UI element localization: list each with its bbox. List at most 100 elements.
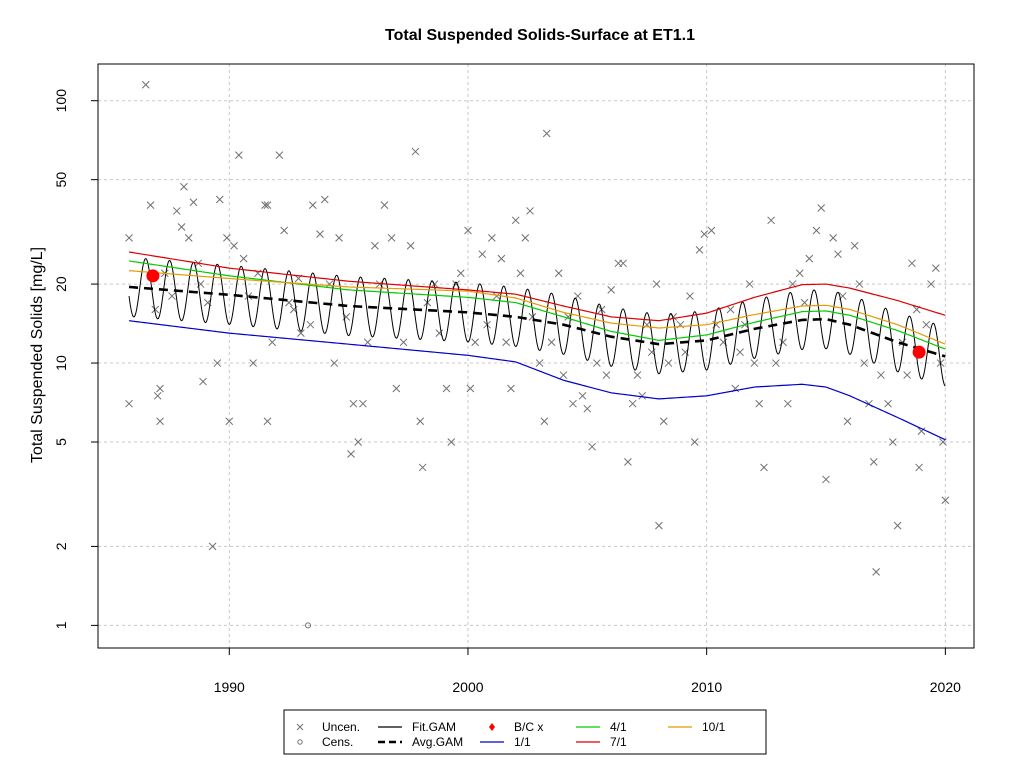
y-axis-label: Total Suspended Solids [mg/L] (29, 247, 46, 463)
plot-frame (97, 63, 975, 649)
uncensored-point-stroke (655, 521, 663, 530)
uncensored-point (399, 338, 408, 347)
uncensored-point-stroke (927, 280, 935, 288)
uncensored-point-stroke (330, 359, 339, 367)
uncensored-point (686, 292, 694, 300)
uncensored-point-stroke (349, 399, 358, 408)
uncensored-point-stroke (177, 223, 186, 231)
uncensored-point (234, 151, 243, 160)
bc-point (146, 269, 160, 283)
uncensored-point (151, 305, 160, 314)
legend-label: 7/1 (610, 735, 627, 749)
uncensored-point-stroke (941, 496, 950, 505)
uncensored-point (244, 292, 253, 300)
uncensored-point (745, 280, 754, 288)
uncensored-point-stroke (239, 254, 248, 263)
legend-item-4-1: 4/1 (576, 720, 627, 734)
uncensored-point-stroke (335, 234, 343, 242)
uncensored-point-stroke (306, 320, 315, 329)
uncensored-point (767, 216, 775, 225)
uncensored-point (215, 195, 224, 204)
legend-label: 1/1 (514, 735, 531, 749)
legend-label: 4/1 (610, 720, 627, 734)
uncensored-point-stroke (817, 204, 826, 212)
uncensored-point-stroke (316, 230, 324, 238)
bc-point (912, 345, 926, 359)
uncensored-point-stroke (559, 371, 568, 379)
uncensored-point (760, 463, 768, 472)
uncensored-point (359, 399, 367, 408)
season-curve-1-1 (128, 320, 946, 441)
legend-item-1-1: 1/1 (480, 735, 531, 749)
plot-area (125, 80, 950, 629)
y-tick-label: 10 (53, 355, 69, 371)
uncensored-point-stroke (435, 329, 444, 338)
uncensored-point (726, 305, 735, 314)
uncensored-point (884, 399, 892, 408)
uncensored-point (554, 269, 563, 278)
uncensored-point-stroke (607, 286, 616, 294)
uncensored-point-stroke (829, 234, 838, 242)
uncensored-point (442, 384, 451, 393)
uncensored-point (812, 226, 821, 235)
uncensored-point (893, 521, 902, 530)
uncensored-point (783, 399, 792, 408)
uncensored-point (308, 201, 317, 209)
uncensored-point-stroke (659, 417, 668, 426)
uncensored-point-stroke (805, 254, 814, 263)
uncensored-point (263, 201, 272, 209)
uncensored-point-stroke (686, 292, 694, 300)
uncensored-point (363, 338, 372, 347)
uncensored-point-stroke (760, 463, 768, 472)
uncensored-point-stroke (215, 195, 224, 204)
uncensored-point (497, 254, 506, 263)
uncensored-point (542, 129, 551, 138)
uncensored-point-stroke (347, 450, 355, 458)
censored-point (305, 622, 312, 629)
legend-item-uncen-: Uncen. (296, 720, 360, 734)
uncensored-point (507, 384, 515, 393)
grid (98, 64, 974, 648)
uncensored-point-stroke (893, 521, 902, 530)
uncensored-point-stroke (860, 359, 869, 367)
uncensored-point-stroke (249, 359, 258, 367)
uncensored-point-stroke (908, 259, 916, 268)
uncensored-point (502, 338, 511, 347)
legend-label: Cens. (322, 735, 353, 749)
uncensored-point-stroke (628, 399, 637, 408)
uncensored-point (516, 269, 525, 278)
uncensored-point-stroke (502, 338, 511, 347)
uncensored-point (225, 417, 234, 426)
uncensored-point (306, 320, 315, 329)
uncensored-point-stroke (526, 207, 534, 215)
uncensored-point (354, 438, 363, 446)
uncensored-point-stroke (359, 399, 367, 408)
uncensored-point (125, 234, 133, 242)
uncensored-point (492, 292, 501, 300)
uncensored-point (416, 417, 425, 426)
uncensored-point (750, 359, 759, 367)
uncensored-point (755, 399, 764, 408)
uncensored-point (177, 223, 186, 231)
uncensored-point (168, 292, 176, 300)
uncensored-point-stroke (392, 384, 401, 393)
uncensored-point-stroke (554, 269, 563, 278)
uncensored-point-stroke (915, 463, 923, 472)
uncensored-point (655, 521, 663, 530)
x-tick-label: 2000 (452, 679, 483, 695)
legend-marker (296, 723, 304, 731)
uncensored-point-stroke (888, 438, 897, 446)
uncensored-point-stroke (783, 399, 792, 408)
uncensored-point-stroke (638, 391, 647, 400)
uncensored-point (511, 216, 520, 225)
uncensored-point-stroke (325, 280, 334, 288)
uncensored-point (547, 338, 556, 347)
fit-gam-line (128, 258, 946, 387)
uncensored-point (908, 259, 916, 268)
uncensored-point (430, 280, 439, 288)
uncensored-point (860, 359, 869, 367)
uncensored-point (526, 207, 534, 215)
uncensored-point-stroke (168, 292, 176, 300)
uncensored-point (695, 246, 704, 254)
uncensored-point (213, 359, 222, 367)
